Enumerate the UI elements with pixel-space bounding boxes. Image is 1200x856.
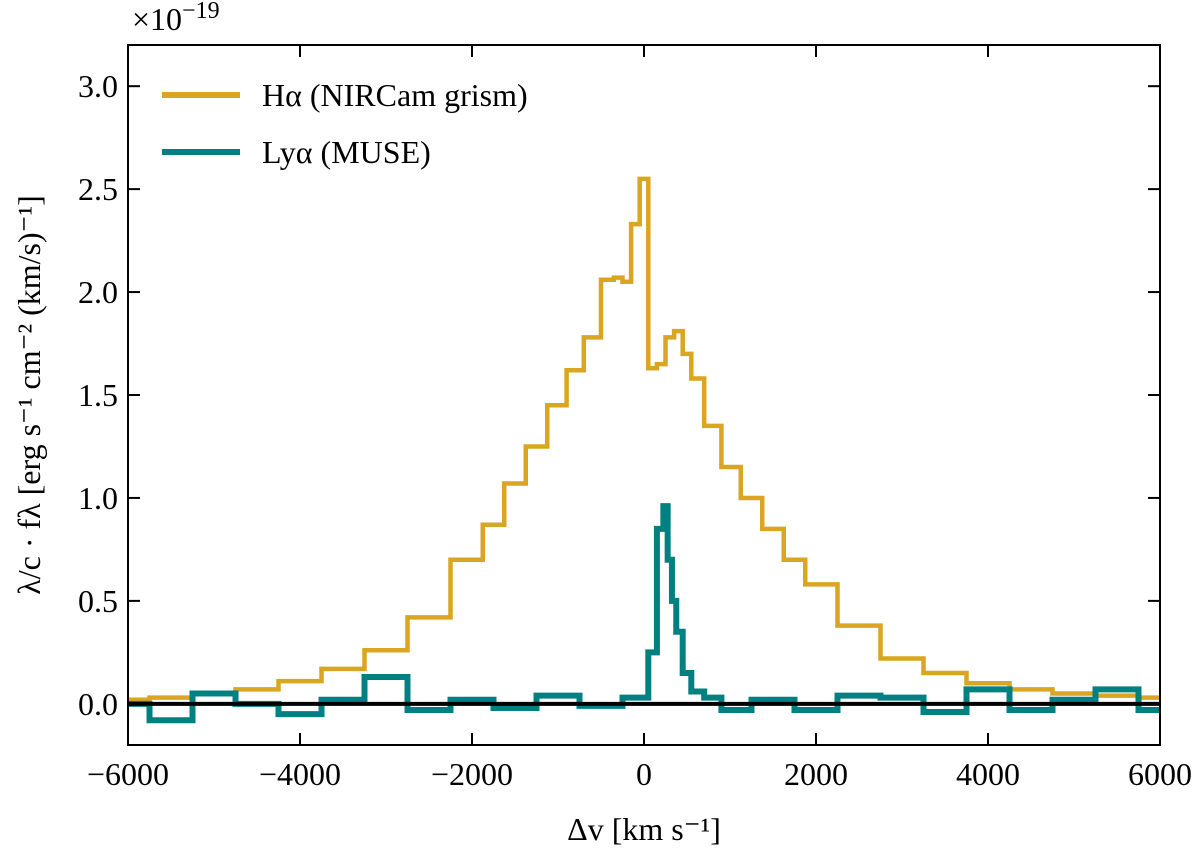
y-tick-label: 1.0 xyxy=(78,480,118,516)
y-axis-label: λ/c · fλ [erg s⁻¹ cm⁻² (km/s)⁻¹] xyxy=(11,195,47,595)
step-line xyxy=(128,503,1160,724)
offset-base: ×10 xyxy=(132,1,182,37)
legend-label: Hα (NIRCam grism) xyxy=(262,77,528,113)
x-axis-label: Δv [km s⁻¹] xyxy=(567,811,721,847)
legend-label: Lyα (MUSE) xyxy=(262,134,431,170)
x-tick-label: −4000 xyxy=(259,756,341,792)
x-tick-label: 6000 xyxy=(1128,756,1192,792)
y-offset-label: ×10−19 xyxy=(132,0,220,37)
x-tick-label: −2000 xyxy=(431,756,513,792)
plot-frame xyxy=(127,44,1161,746)
offset-exponent: −19 xyxy=(182,0,220,24)
step-line xyxy=(128,176,1160,702)
y-tick-label: 1.5 xyxy=(78,377,118,413)
y-tick-label: 2.0 xyxy=(78,274,118,310)
y-tick-label: 3.0 xyxy=(78,68,118,104)
y-tick-label: 0.0 xyxy=(78,686,118,722)
y-tick-label: 2.5 xyxy=(78,171,118,207)
x-tick-label: 4000 xyxy=(956,756,1020,792)
x-tick-label: 0 xyxy=(636,756,652,792)
x-tick-label: −6000 xyxy=(87,756,169,792)
y-tick-label: 0.5 xyxy=(78,583,118,619)
x-tick-label: 2000 xyxy=(784,756,848,792)
